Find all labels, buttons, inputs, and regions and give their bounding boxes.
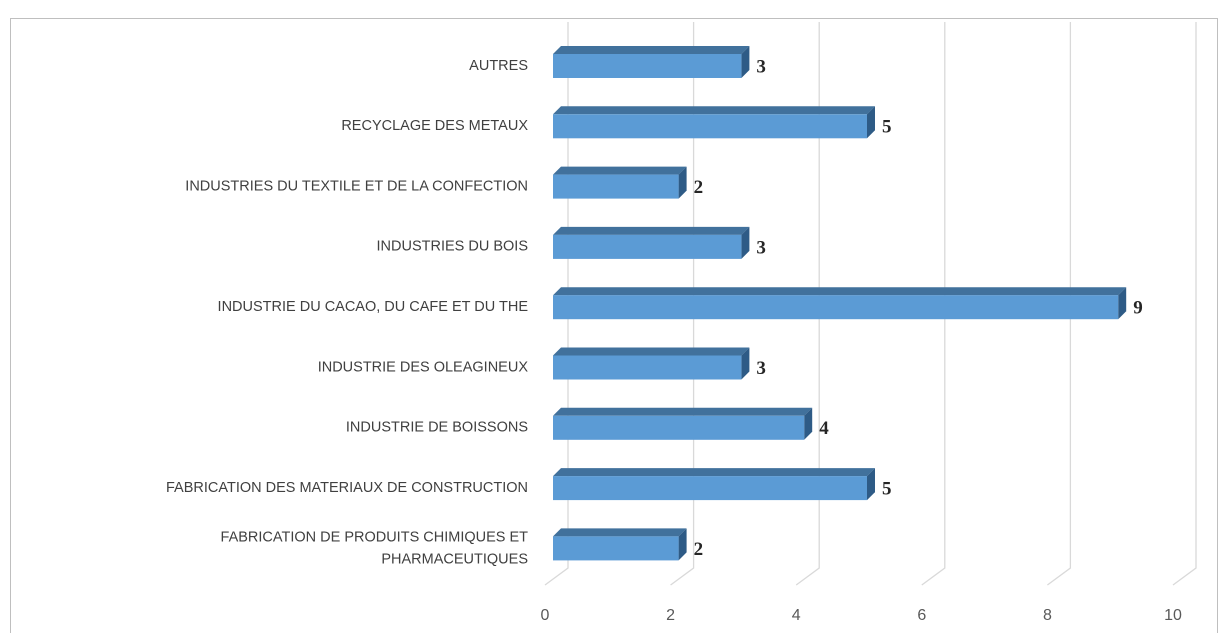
bar-side	[867, 106, 875, 139]
bar	[553, 295, 1119, 320]
y-tick-label: RECYCLAGE DES METAUX	[341, 118, 528, 134]
bar-top	[553, 106, 875, 115]
bar-side	[678, 166, 687, 199]
bar	[553, 355, 742, 380]
value-label: 9	[1133, 298, 1143, 319]
bar-top	[553, 468, 875, 477]
grid-line	[1172, 22, 1197, 586]
bar-top	[553, 347, 750, 356]
y-tick-label: INDUSTRIE DE BOISSONS	[346, 420, 528, 436]
x-tick-label: 10	[1164, 607, 1182, 624]
x-tick-label: 0	[541, 607, 550, 624]
bar-side	[741, 46, 750, 78]
value-label: 5	[882, 117, 892, 138]
bar-top	[553, 407, 813, 416]
bar	[553, 54, 742, 78]
y-tick-label: INDUSTRIES DU TEXTILE ET DE LA CONFECTIO…	[185, 178, 528, 194]
value-label: 3	[756, 56, 766, 77]
bar-top	[553, 166, 687, 175]
bar-side	[804, 407, 813, 440]
value-label: 4	[819, 418, 829, 439]
bar-side	[867, 468, 875, 501]
y-tick-label: INDUSTRIE DU CACAO, DU CAFE ET DU THE	[218, 299, 529, 315]
value-label: 2	[694, 539, 704, 560]
bar	[553, 476, 867, 501]
value-label: 3	[756, 358, 766, 379]
x-tick-label: 6	[917, 607, 926, 624]
bar-side	[741, 226, 750, 259]
grid-line	[795, 22, 820, 586]
bar-side	[741, 347, 750, 380]
grid-line	[670, 22, 695, 586]
bar	[553, 174, 679, 199]
x-tick-label: 4	[792, 607, 801, 624]
grid-line	[544, 22, 569, 586]
bar-side	[678, 528, 687, 561]
y-tick-label: FABRICATION DES MATERIAUX DE CONSTRUCTIO…	[166, 480, 528, 496]
x-tick-label: 2	[666, 607, 675, 624]
y-tick-label: FABRICATION DE PRODUITS CHIMIQUES ET PHAR…	[221, 529, 529, 567]
bar-top	[553, 46, 750, 54]
value-label: 2	[694, 177, 704, 198]
grid-line	[921, 22, 946, 586]
grid-line	[1047, 22, 1072, 586]
bar	[553, 234, 742, 259]
bar	[553, 114, 867, 139]
bar-side	[1118, 287, 1127, 320]
x-tick-label: 8	[1043, 607, 1052, 624]
y-tick-label: INDUSTRIES DU BOIS	[377, 239, 528, 255]
bar-top	[553, 528, 687, 537]
value-label: 3	[756, 237, 766, 258]
bar-top	[553, 226, 750, 235]
bar	[553, 415, 805, 440]
y-tick-label: AUTRES	[469, 58, 528, 74]
bar	[553, 536, 679, 561]
bar-top	[553, 287, 1127, 296]
y-tick-label: INDUSTRIE DES OLEAGINEUX	[318, 359, 529, 375]
value-label: 5	[882, 478, 892, 499]
